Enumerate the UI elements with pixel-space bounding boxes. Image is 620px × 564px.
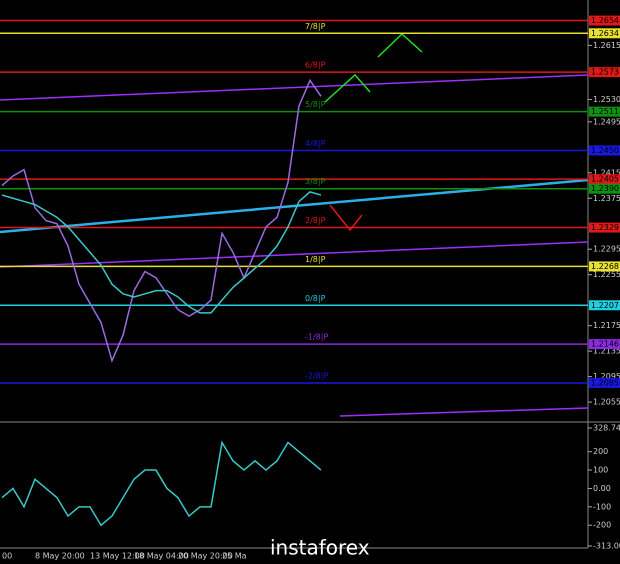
level-price: 1.2450 (591, 146, 619, 155)
forecast-arrow (324, 73, 371, 103)
level-price: 1.2146 (591, 340, 619, 349)
level-label: -2/8|P (305, 371, 328, 380)
y-tick-label: 1.2375 (593, 194, 620, 203)
level-label: 3/8|P (305, 177, 326, 186)
y-tick-label: 328.7467 (593, 424, 620, 433)
y-tick-label: -100 (593, 502, 611, 511)
y-tick-label: -313.002 (593, 542, 620, 551)
level-label: 4/8|P (305, 139, 326, 148)
x-tick-label: 00 (2, 552, 12, 561)
y-tick-label: 1.2175 (593, 321, 620, 330)
level-price: 1.2634 (591, 29, 619, 38)
series-line (1, 440, 322, 527)
x-tick-label: 8 May 20:00 (35, 552, 85, 561)
level-box (589, 222, 620, 233)
level-label: 0/8|P (305, 294, 326, 303)
level-price: 1.2405 (591, 175, 619, 184)
level-price: 1.2085 (591, 378, 619, 387)
y-tick-label: 1.2415 (593, 168, 620, 177)
level-price: 1.2511 (591, 107, 619, 116)
level-label: 5/8|P (305, 100, 326, 109)
trend-line (339, 407, 589, 417)
y-tick-label: 1.2295 (593, 245, 620, 254)
y-tick-label: 1.2495 (593, 117, 620, 126)
level-box (589, 339, 620, 350)
x-tick-label: 25 Ma (222, 552, 247, 561)
level-box (589, 174, 620, 185)
y-tick-label: 1.2055 (593, 398, 620, 407)
y-tick-label: 1.2135 (593, 347, 620, 356)
level-label: -1/8|P (305, 333, 328, 342)
level-box (589, 28, 620, 39)
level-price: 1.2390 (591, 184, 619, 193)
level-box (589, 145, 620, 156)
forecast-arrow (329, 204, 363, 232)
x-tick-label: 18 May 04:00 (134, 552, 189, 561)
y-tick-label: -200 (593, 521, 611, 530)
level-box (589, 106, 620, 117)
level-box (589, 300, 620, 311)
level-price: 1.2654 (591, 16, 619, 25)
level-price: 1.2329 (591, 223, 619, 232)
level-box (589, 183, 620, 194)
y-tick-label: 200 (593, 447, 608, 456)
level-label: 1/8|P (305, 255, 326, 264)
level-price: 1.2573 (591, 68, 619, 77)
level-price: 1.2207 (591, 301, 619, 310)
series-line (1, 78, 322, 363)
watermark: instaforex (270, 536, 370, 560)
x-tick-label: 13 May 12:00 (90, 552, 145, 561)
y-tick-label: 1.2095 (593, 372, 620, 381)
level-box (589, 261, 620, 272)
level-box (589, 67, 620, 78)
y-tick-label: 1.2530 (593, 95, 620, 104)
level-box (589, 377, 620, 388)
level-price: 1.2268 (591, 262, 619, 271)
y-tick-label: 1.2615 (593, 41, 620, 50)
y-tick-label: 100 (593, 466, 608, 475)
level-label: 7/8|P (305, 22, 326, 31)
level-box (589, 15, 620, 26)
level-label: 6/8|P (305, 61, 326, 70)
y-tick-label: 1.2255 (593, 270, 620, 279)
series-line (1, 191, 322, 314)
x-tick-label: 20 May 20:00 (178, 552, 233, 561)
trend-line (0, 241, 589, 268)
trend-line (0, 74, 589, 101)
level-label: 2/8|P (305, 216, 326, 225)
y-tick-label: 0.00 (593, 484, 611, 493)
